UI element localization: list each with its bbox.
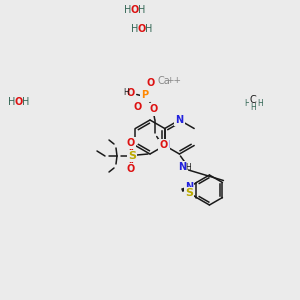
Text: Ca: Ca: [157, 76, 170, 86]
Text: N: N: [161, 140, 169, 151]
Text: H: H: [22, 97, 30, 107]
Text: N: N: [178, 162, 187, 172]
Text: H: H: [124, 5, 132, 15]
Text: O: O: [15, 97, 23, 107]
Text: H: H: [131, 24, 139, 34]
Text: N: N: [185, 182, 193, 192]
Text: H: H: [250, 103, 256, 112]
Text: H: H: [123, 88, 129, 97]
Text: H: H: [244, 100, 250, 109]
Text: P: P: [141, 91, 148, 100]
Text: O: O: [138, 24, 146, 34]
Text: O: O: [127, 164, 135, 174]
Text: O: O: [131, 5, 139, 15]
Text: O: O: [134, 101, 142, 112]
Text: ++: ++: [166, 76, 181, 85]
Text: O: O: [147, 77, 155, 88]
Text: H: H: [257, 100, 263, 109]
Text: N: N: [176, 115, 184, 125]
Text: O: O: [160, 140, 168, 151]
Text: H: H: [186, 163, 191, 172]
Text: C: C: [250, 95, 256, 105]
Text: S: S: [185, 188, 193, 198]
Text: S: S: [128, 151, 136, 161]
Text: O: O: [127, 138, 135, 148]
Text: O: O: [150, 104, 158, 115]
Text: H: H: [8, 97, 16, 107]
Text: H: H: [145, 24, 153, 34]
Text: H: H: [138, 5, 146, 15]
Text: O: O: [127, 88, 135, 98]
